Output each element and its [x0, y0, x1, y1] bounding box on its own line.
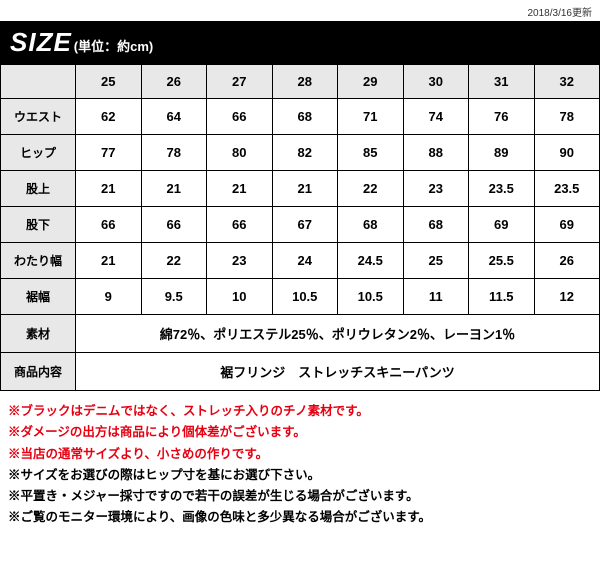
cell: 23.5	[534, 171, 600, 207]
cell: 68	[338, 207, 404, 243]
row-label: 裾幅	[1, 279, 76, 315]
row-label: 素材	[1, 315, 76, 353]
cell: 76	[469, 99, 535, 135]
note-red: ※当店の通常サイズより、小さめの作りです。	[8, 444, 592, 465]
cell: 88	[403, 135, 469, 171]
cell: 21	[76, 243, 142, 279]
cell: 71	[338, 99, 404, 135]
note-black: ※平置き・メジャー採寸ですので若干の誤差が生じる場合がございます。	[8, 486, 592, 507]
cell: 10.5	[338, 279, 404, 315]
table-row: ヒップ7778808285888990	[1, 135, 600, 171]
header-row: 25 26 27 28 29 30 31 32	[1, 65, 600, 99]
cell: 9	[76, 279, 142, 315]
cell: 82	[272, 135, 338, 171]
col-head: 29	[338, 65, 404, 99]
cell: 22	[141, 243, 207, 279]
note-red: ※ダメージの出方は商品により個体差がございます。	[8, 422, 592, 443]
cell: 66	[207, 99, 273, 135]
cell: 78	[534, 99, 600, 135]
span-row: 素材綿72％、ポリエステル25％、ポリウレタン2％、レーヨン1％	[1, 315, 600, 353]
table-row: 裾幅99.51010.510.51111.512	[1, 279, 600, 315]
span-cell: 裾フリンジ ストレッチスキニーパンツ	[76, 353, 600, 391]
cell: 85	[338, 135, 404, 171]
title-sub: (単位：約cm)	[74, 36, 153, 55]
cell: 66	[141, 207, 207, 243]
cell: 68	[272, 99, 338, 135]
update-date: 2018/3/16更新	[0, 0, 600, 21]
cell: 90	[534, 135, 600, 171]
cell: 80	[207, 135, 273, 171]
span-cell: 綿72％、ポリエステル25％、ポリウレタン2％、レーヨン1％	[76, 315, 600, 353]
title-main: SIZE	[10, 27, 72, 58]
row-label: 商品内容	[1, 353, 76, 391]
col-head: 26	[141, 65, 207, 99]
cell: 68	[403, 207, 469, 243]
row-label: わたり幅	[1, 243, 76, 279]
cell: 26	[534, 243, 600, 279]
cell: 25.5	[469, 243, 535, 279]
note-red: ※ブラックはデニムではなく、ストレッチ入りのチノ素材です。	[8, 401, 592, 422]
cell: 89	[469, 135, 535, 171]
col-head: 28	[272, 65, 338, 99]
cell: 67	[272, 207, 338, 243]
span-row: 商品内容裾フリンジ ストレッチスキニーパンツ	[1, 353, 600, 391]
cell: 10	[207, 279, 273, 315]
cell: 23	[403, 171, 469, 207]
cell: 64	[141, 99, 207, 135]
row-label: 股上	[1, 171, 76, 207]
cell: 69	[469, 207, 535, 243]
table-row: 股下6666666768686969	[1, 207, 600, 243]
size-table: 25 26 27 28 29 30 31 32 ウエスト626466687174…	[0, 64, 600, 391]
cell: 74	[403, 99, 469, 135]
cell: 69	[534, 207, 600, 243]
cell: 62	[76, 99, 142, 135]
note-black: ※サイズをお選びの際はヒップ寸を基にお選び下さい。	[8, 465, 592, 486]
cell: 9.5	[141, 279, 207, 315]
cell: 24	[272, 243, 338, 279]
cell: 23	[207, 243, 273, 279]
cell: 25	[403, 243, 469, 279]
table-row: ウエスト6264666871747678	[1, 99, 600, 135]
table-row: 股上21212121222323.523.5	[1, 171, 600, 207]
col-head: 27	[207, 65, 273, 99]
col-head: 25	[76, 65, 142, 99]
col-head: 31	[469, 65, 535, 99]
row-label: 股下	[1, 207, 76, 243]
cell: 10.5	[272, 279, 338, 315]
cell: 23.5	[469, 171, 535, 207]
cell: 21	[272, 171, 338, 207]
title-bar: SIZE (単位：約cm)	[0, 21, 600, 64]
corner-cell	[1, 65, 76, 99]
cell: 77	[76, 135, 142, 171]
row-label: ウエスト	[1, 99, 76, 135]
cell: 21	[207, 171, 273, 207]
cell: 11.5	[469, 279, 535, 315]
cell: 66	[76, 207, 142, 243]
cell: 22	[338, 171, 404, 207]
cell: 12	[534, 279, 600, 315]
cell: 78	[141, 135, 207, 171]
col-head: 30	[403, 65, 469, 99]
row-label: ヒップ	[1, 135, 76, 171]
cell: 21	[141, 171, 207, 207]
col-head: 32	[534, 65, 600, 99]
notes: ※ブラックはデニムではなく、ストレッチ入りのチノ素材です。 ※ダメージの出方は商…	[0, 391, 600, 545]
table-row: わたり幅2122232424.52525.526	[1, 243, 600, 279]
cell: 21	[76, 171, 142, 207]
note-black: ※ご覧のモニター環境により、画像の色味と多少異なる場合がございます。	[8, 507, 592, 528]
cell: 24.5	[338, 243, 404, 279]
cell: 66	[207, 207, 273, 243]
cell: 11	[403, 279, 469, 315]
